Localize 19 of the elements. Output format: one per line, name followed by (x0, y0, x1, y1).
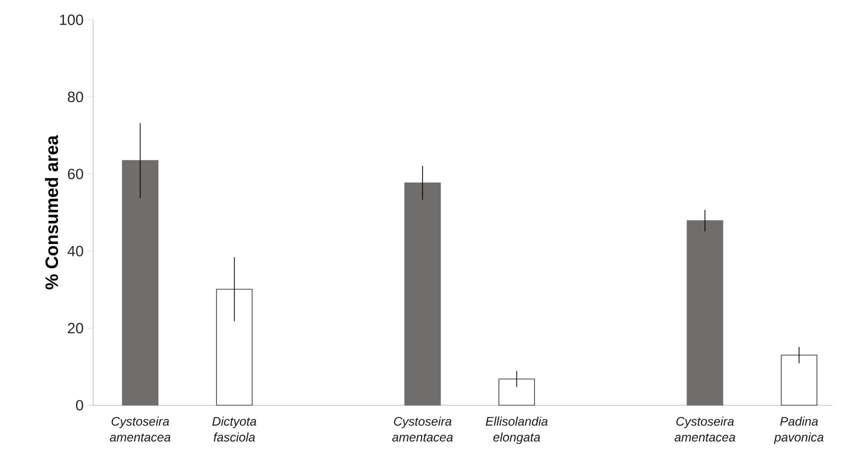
x-tick-label: Ellisolandia elongata (486, 416, 548, 444)
y-tick-label: 40 (68, 246, 84, 256)
x-tick-label: Cystoseira amentacea (392, 416, 453, 442)
x-tick-label: Cystoseira amentacea (110, 416, 170, 442)
y-axis-title: % Consumed area (44, 135, 58, 290)
y-tick-label: 60 (68, 168, 84, 180)
x-tick-label: Padina pavonica (774, 416, 824, 444)
bar (122, 160, 158, 406)
bar (686, 220, 724, 406)
x-tick-label: Dictyota fasciola (212, 416, 256, 442)
bar (780, 354, 818, 406)
y-tick-label: 80 (68, 92, 84, 102)
y-tick-label: 20 (68, 323, 84, 334)
x-tick-label: Cystoseira amentacea (674, 416, 736, 442)
bar (498, 378, 535, 406)
y-tick-label: 100 (60, 14, 84, 26)
bar (216, 288, 253, 406)
bar (404, 182, 441, 406)
y-tick-label: 0 (76, 400, 84, 411)
